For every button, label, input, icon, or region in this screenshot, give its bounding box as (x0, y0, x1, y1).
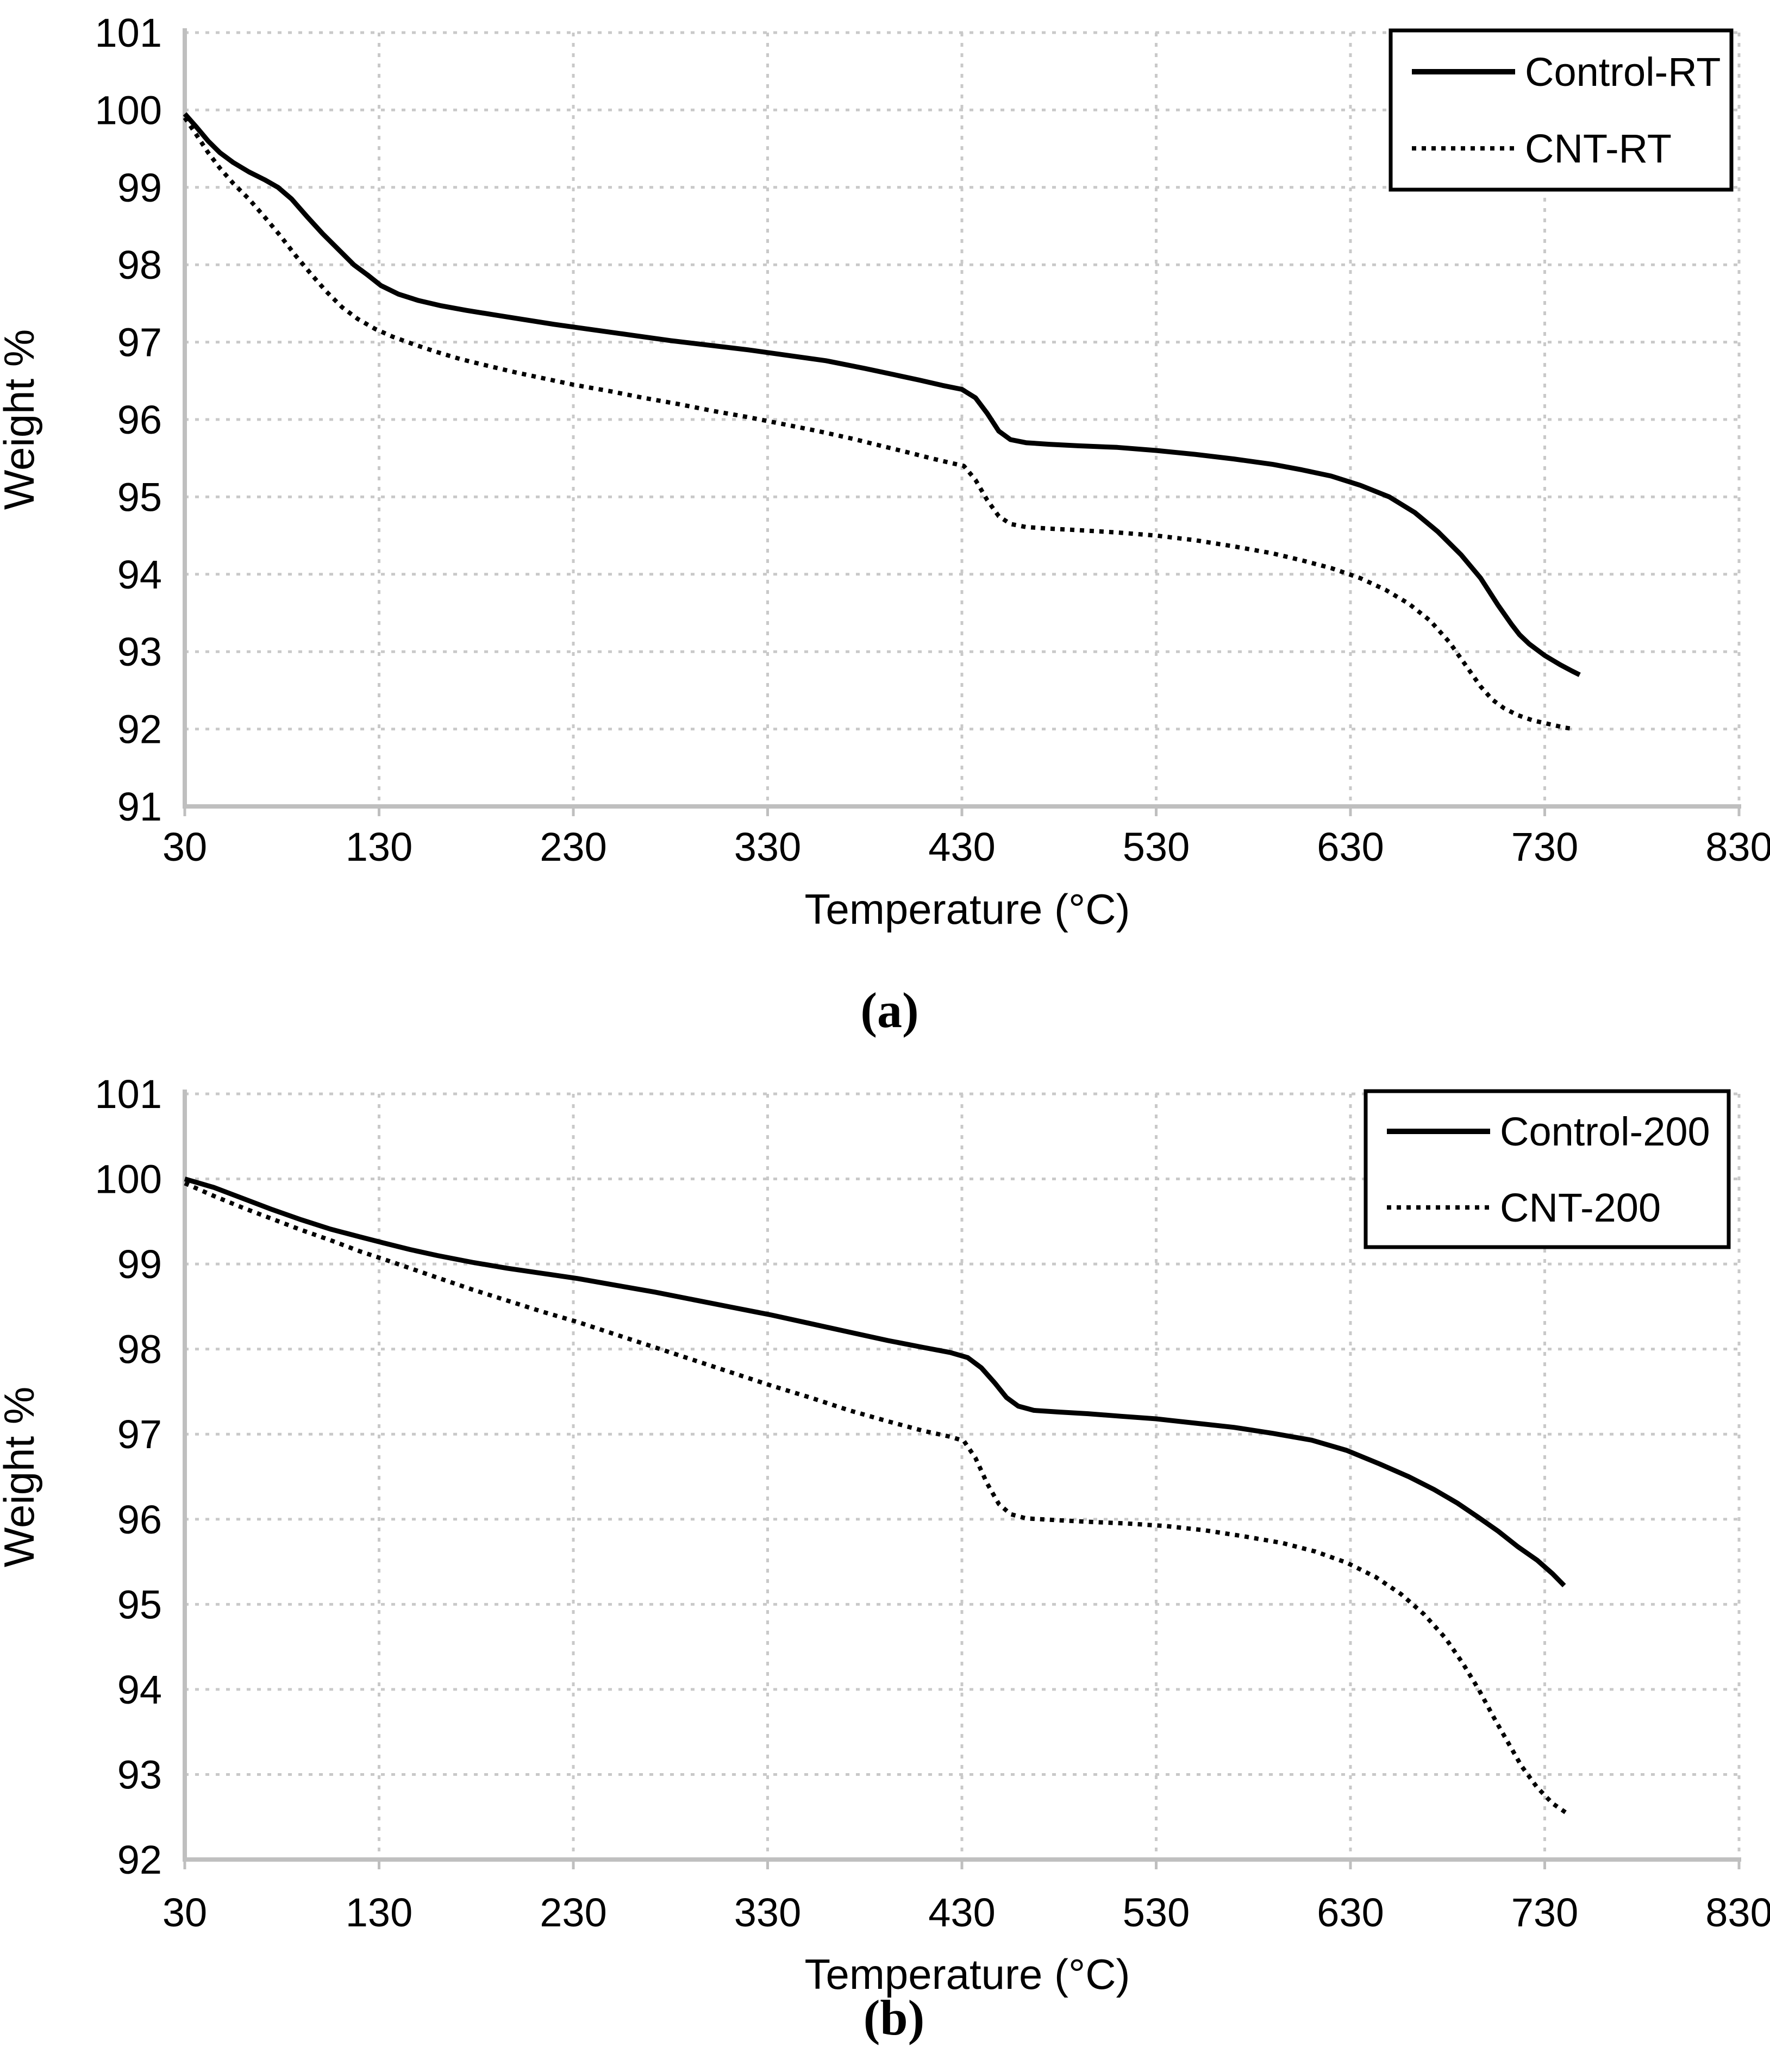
y-tick-label: 101 (95, 10, 162, 55)
x-tick-label: 430 (928, 1890, 995, 1935)
axes-a (183, 28, 1741, 816)
y-tick-label: 96 (117, 1497, 162, 1542)
x-tick-labels-b: 30 130 230 330 430 530 630 730 830 (162, 1890, 1770, 1935)
caption-b: (b) (863, 1990, 925, 2045)
y-tick-label: 93 (117, 629, 162, 674)
y-tick-label: 91 (117, 784, 162, 829)
x-tick-label: 330 (734, 1890, 801, 1935)
legend-label: Control-200 (1500, 1109, 1710, 1154)
y-axis-title: Weight % (0, 1387, 43, 1567)
x-tick-label: 130 (346, 824, 412, 869)
legend-item: CNT-RT (1412, 126, 1672, 171)
legend-label: CNT-RT (1525, 126, 1672, 171)
y-tick-label: 92 (117, 1837, 162, 1882)
x-tick-label: 530 (1123, 824, 1190, 869)
x-tick-label: 130 (346, 1890, 412, 1935)
legend-b: Control-200 CNT-200 (1364, 1089, 1731, 1249)
y-tick-label: 97 (117, 320, 162, 365)
legend-item: CNT-200 (1387, 1185, 1661, 1230)
x-tick-labels-a: 30 130 230 330 430 530 630 730 830 (162, 824, 1770, 869)
x-tick-label: 30 (162, 824, 207, 869)
legend-label: CNT-200 (1500, 1185, 1661, 1230)
y-tick-label: 99 (117, 165, 162, 210)
y-tick-label: 94 (117, 552, 162, 597)
legend-a: Control-RT CNT-RT (1389, 28, 1734, 192)
series-cnt-rt-line (183, 116, 1574, 731)
y-tick-label: 93 (117, 1752, 162, 1797)
gridlines-b (185, 1092, 1741, 1860)
x-axis-title: Temperature (°C) (804, 1950, 1130, 1998)
y-tick-label: 97 (117, 1412, 162, 1457)
series-cnt-200-line (184, 1181, 1568, 1815)
x-tick-label: 230 (540, 1890, 606, 1935)
series-control-rt-line (183, 112, 1581, 677)
y-tick-labels-b: 101 100 99 98 97 96 95 94 93 92 (95, 1072, 162, 1882)
x-tick-label: 730 (1511, 824, 1578, 869)
x-tick-label: 330 (734, 824, 801, 869)
x-tick-label: 630 (1317, 1890, 1384, 1935)
gridlines-a (185, 31, 1741, 806)
y-tick-label: 100 (95, 1157, 162, 1202)
x-axis-title: Temperature (°C) (804, 885, 1130, 933)
legend-label: Control-RT (1525, 49, 1721, 95)
x-tick-label: 30 (162, 1890, 207, 1935)
legend-item: Control-RT (1412, 49, 1721, 95)
x-tick-label: 830 (1705, 1890, 1770, 1935)
y-tick-label: 95 (117, 1582, 162, 1627)
y-tick-label: 92 (117, 707, 162, 752)
y-tick-labels-a: 101 100 99 98 97 96 95 94 93 92 91 (95, 10, 162, 829)
y-tick-label: 101 (95, 1072, 162, 1117)
y-tick-label: 95 (117, 474, 162, 519)
x-tick-label: 530 (1123, 1890, 1190, 1935)
y-tick-label: 99 (117, 1242, 162, 1287)
y-tick-label: 94 (117, 1667, 162, 1712)
y-tick-label: 100 (95, 87, 162, 133)
legend-item: Control-200 (1387, 1109, 1710, 1154)
x-tick-label: 430 (928, 824, 995, 869)
axes-b (183, 1090, 1741, 1869)
x-tick-label: 830 (1705, 824, 1770, 869)
x-tick-label: 730 (1511, 1890, 1578, 1935)
x-tick-label: 230 (540, 824, 606, 869)
x-tick-label: 630 (1317, 824, 1384, 869)
y-tick-label: 98 (117, 242, 162, 287)
legend-box (1389, 28, 1734, 192)
legend-box (1364, 1089, 1731, 1249)
y-tick-label: 96 (117, 397, 162, 442)
y-axis-title: Weight % (0, 329, 43, 510)
caption-a: (a) (860, 982, 919, 1038)
series-control-200-line (184, 1176, 1566, 1588)
y-tick-label: 98 (117, 1327, 162, 1372)
